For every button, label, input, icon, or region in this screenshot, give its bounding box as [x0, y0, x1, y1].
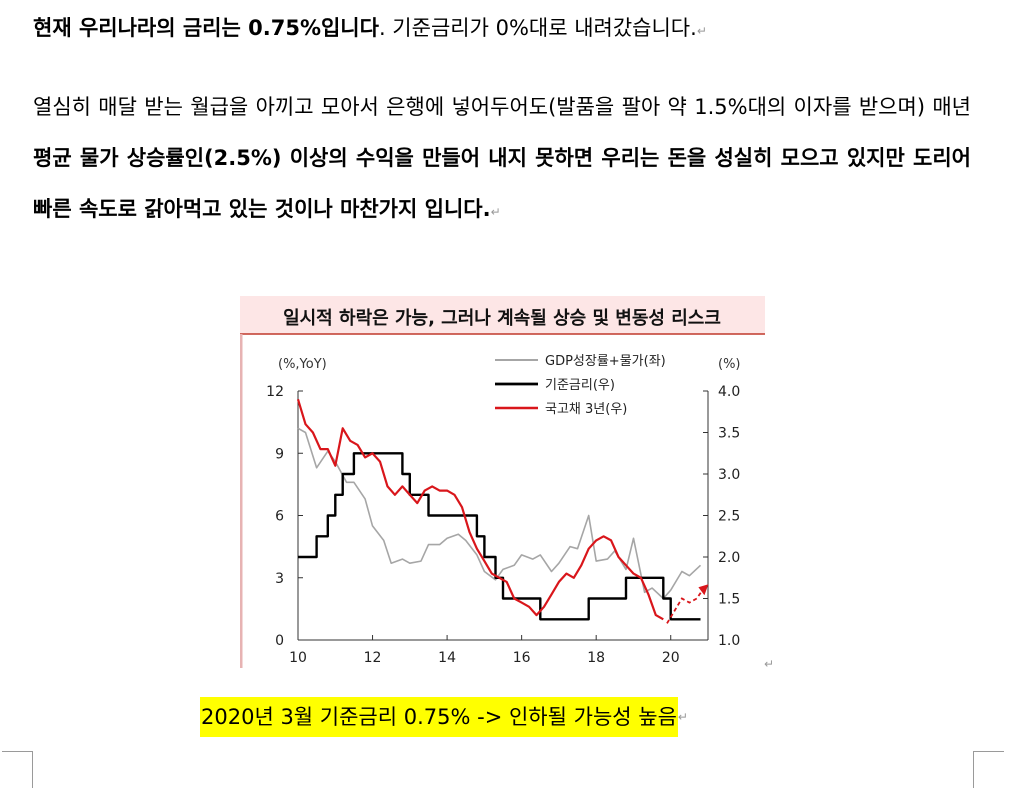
left-tick-label: 0 — [275, 633, 284, 649]
right-tick-label: 2.5 — [718, 509, 740, 525]
right-axis-unit: (%) — [718, 357, 741, 372]
series-line-bond-3y — [296, 398, 664, 621]
right-tick-label: 3.5 — [718, 426, 740, 442]
bold-text-current-rate: 현재 우리나라의 금리는 0.75%입니다 — [33, 16, 379, 40]
left-axis-unit: (%,YoY) — [278, 357, 327, 372]
chart-title-band — [240, 296, 765, 334]
left-tick-label: 9 — [275, 446, 284, 462]
x-tick-label: 10 — [289, 650, 307, 666]
paragraph-interest-rate: 현재 우리나라의 금리는 0.75%입니다. 기준금리가 0%대로 내려갔습니다… — [33, 10, 971, 49]
series-line-gdp — [297, 427, 702, 600]
paragraph-mark-icon: ↵ — [764, 657, 775, 671]
rate-chart: 일시적 하락은 가능, 그러나 계속될 상승 및 변동성 리스크 (%,YoY)… — [237, 296, 765, 668]
highlighted-caption: 2020년 3월 기준금리 0.75% -> 인하될 가능성 높음 — [200, 697, 678, 737]
x-tick-label: 18 — [587, 650, 605, 666]
legend-label: 국고채 3년(우) — [545, 402, 627, 417]
plot-area: 0 3 6 9 12 1.0 1.5 2.0 2.5 3.0 3.5 4.0 10 12 14 16 18 20 — [266, 384, 740, 666]
paragraph-savings: 열심히 매달 받는 월급을 아끼고 모아서 은행에 넣어두어도(발품을 팔아 약… — [33, 82, 971, 238]
right-tick-label: 3.0 — [718, 467, 740, 483]
legend-label: 기준금리(우) — [545, 378, 615, 393]
right-tick-label: 2.0 — [718, 550, 740, 566]
right-tick-label: 1.5 — [718, 592, 740, 608]
bold-text-inflation: 평균 물가 상승률인(2.5%) 이상의 수익을 만들어 내지 못하면 우리는 … — [33, 146, 971, 221]
left-tick-label: 6 — [275, 509, 284, 525]
chart-title: 일시적 하락은 가능, 그러나 계속될 상승 및 변동성 리스크 — [283, 308, 721, 329]
paragraph-mark-icon: ↵ — [490, 205, 501, 219]
forecast-arrow-icon — [698, 584, 709, 596]
page-corner-mark-right — [973, 751, 1004, 788]
series-line-base-rate — [298, 452, 701, 621]
x-tick-label: 20 — [662, 650, 680, 666]
rate-chart-figure: 일시적 하락은 가능, 그러나 계속될 상승 및 변동성 리스크 (%,YoY)… — [237, 296, 765, 668]
right-tick-label: 4.0 — [718, 384, 740, 400]
legend-label: GDP성장률+물가(좌) — [545, 354, 666, 369]
text-base-rate: . 기준금리가 0%대로 내려갔습니다. — [378, 16, 697, 40]
caption-block: 2020년 3월 기준금리 0.75% -> 인하될 가능성 높음 ↵ — [200, 697, 688, 737]
paragraph-mark-icon: ↵ — [696, 24, 707, 38]
text-savings-normal: 열심히 매달 받는 월급을 아끼고 모아서 은행에 넣어두어도(발품을 팔아 약… — [33, 95, 971, 119]
chart-legend: GDP성장률+물가(좌) 기준금리(우) 국고채 3년(우) — [495, 354, 666, 417]
page-corner-mark-left — [2, 751, 33, 788]
right-tick-label: 1.0 — [718, 633, 740, 649]
left-tick-label: 3 — [275, 571, 284, 587]
x-tick-label: 14 — [438, 650, 456, 666]
left-tick-label: 12 — [266, 384, 284, 400]
paragraph-mark-icon: ↵ — [677, 710, 688, 724]
x-tick-label: 16 — [513, 650, 531, 666]
x-tick-label: 12 — [364, 650, 382, 666]
